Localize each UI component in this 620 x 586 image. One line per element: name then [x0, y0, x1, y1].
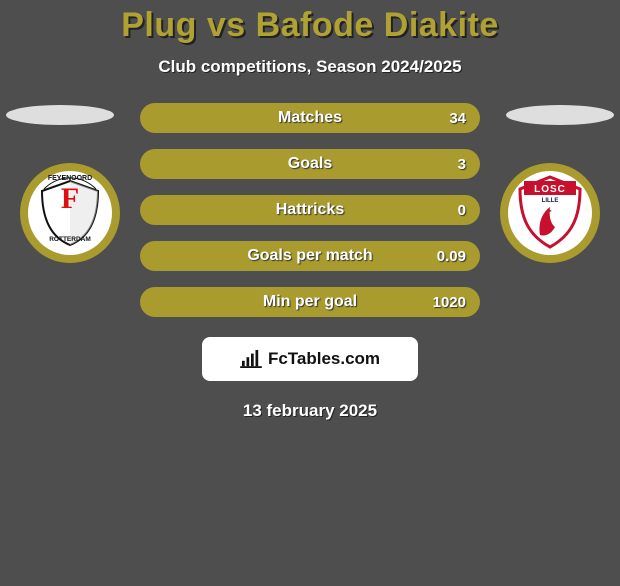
comparison-area: F FEYENOORD ROTTERDAM LOSC LILLE Matches… [0, 103, 620, 421]
stat-label: Hattricks [276, 201, 344, 219]
comparison-date: 13 february 2025 [0, 401, 620, 421]
page-subtitle: Club competitions, Season 2024/2025 [0, 57, 620, 77]
club-crest-icon: F FEYENOORD ROTTERDAM [20, 163, 120, 263]
stat-row-min-per-goal: Min per goal 1020 [140, 287, 480, 317]
svg-text:FEYENOORD: FEYENOORD [48, 175, 92, 182]
player-marker-left [6, 105, 114, 125]
player-marker-right [506, 105, 614, 125]
svg-text:LILLE: LILLE [542, 198, 559, 204]
stat-row-hattricks: Hattricks 0 [140, 195, 480, 225]
stat-value: 0.09 [437, 248, 466, 265]
source-badge: FcTables.com [202, 337, 418, 381]
stats-list: Matches 34 Goals 3 Hattricks 0 Goals per… [140, 103, 480, 317]
stat-row-goals-per-match: Goals per match 0.09 [140, 241, 480, 271]
svg-text:ROTTERDAM: ROTTERDAM [49, 236, 91, 243]
stat-label: Min per goal [263, 293, 357, 311]
club-badge-right-lille: LOSC LILLE [500, 163, 600, 263]
chart-bars-icon [240, 350, 262, 368]
stat-value: 1020 [433, 294, 466, 311]
stat-row-matches: Matches 34 [140, 103, 480, 133]
svg-text:F: F [61, 182, 79, 215]
stat-label: Goals [288, 155, 332, 173]
stat-value: 3 [458, 156, 466, 173]
stat-value: 0 [458, 202, 466, 219]
stat-label: Matches [278, 109, 342, 127]
svg-text:LOSC: LOSC [534, 184, 566, 195]
stat-row-goals: Goals 3 [140, 149, 480, 179]
club-crest-icon: LOSC LILLE [500, 163, 600, 263]
stat-label: Goals per match [247, 247, 372, 265]
source-text: FcTables.com [268, 349, 380, 369]
stat-value: 34 [449, 110, 466, 127]
club-badge-left-feyenoord: F FEYENOORD ROTTERDAM [20, 163, 120, 263]
page-title: Plug vs Bafode Diakite [0, 6, 620, 45]
